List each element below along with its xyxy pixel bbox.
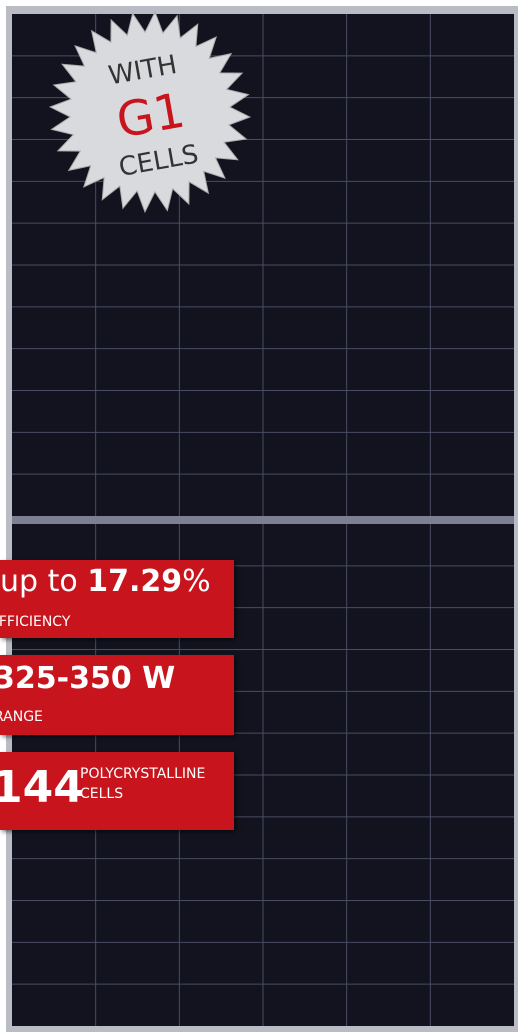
feature-value: 325-350 W [0, 661, 175, 696]
feature-box: up to 17.29% EFFICIENCY [0, 560, 234, 638]
feature-prefix: up to [0, 564, 78, 599]
feature-caption: EFFICIENCY [0, 614, 70, 630]
feature-headline: up to 17.29% [0, 564, 211, 599]
product-image: WITH G1 CELLS up to 17.29% EFFICIENCY 32… [0, 0, 520, 1034]
feature-box: 144 POLYCRYSTALLINE CELLS [0, 752, 234, 830]
feature-box: 325-350 W RANGE [0, 655, 234, 735]
feature-suffix: % [182, 564, 211, 599]
feature-caption: RANGE [0, 709, 43, 725]
feature-caption: CELLS [80, 786, 123, 802]
feature-caption-top: POLYCRYSTALLINE [80, 766, 205, 782]
badge-line2: G1 [112, 82, 188, 149]
panel-divider [12, 516, 514, 524]
feature-value: 17.29 [87, 564, 182, 599]
solar-panel: WITH G1 CELLS [0, 0, 520, 1034]
feature-value: 144 [0, 762, 84, 813]
